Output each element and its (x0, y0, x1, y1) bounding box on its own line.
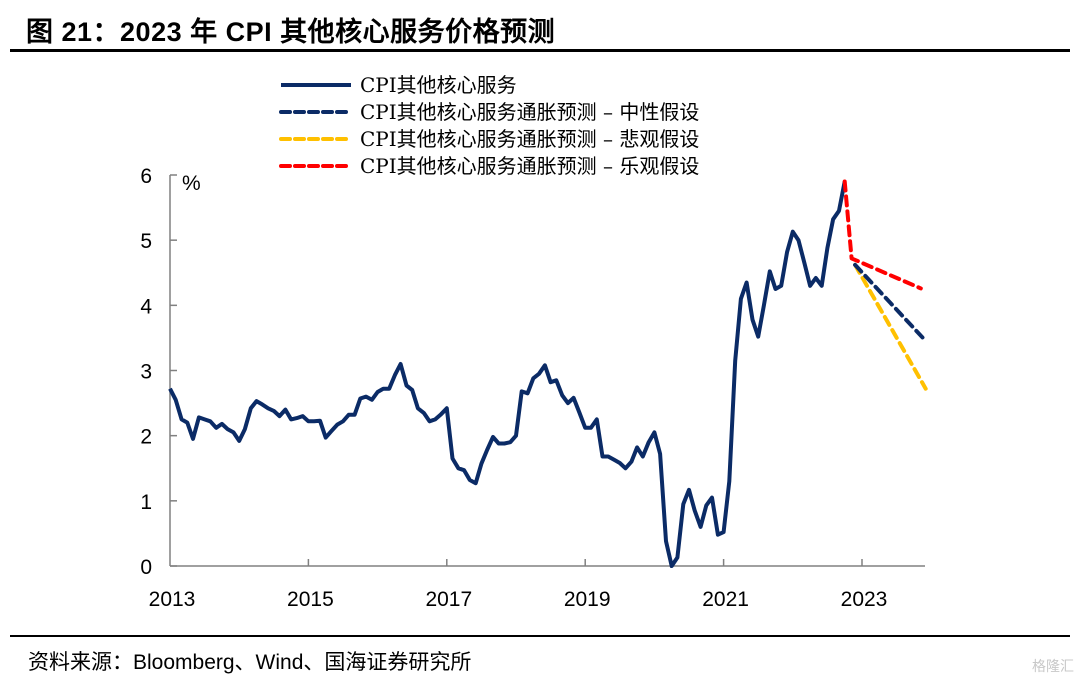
x-tick-label: 2019 (564, 588, 611, 611)
y-ticks: 0 1 2 3 4 5 6 (140, 165, 177, 579)
y-tick-label: 1 (140, 491, 152, 514)
y-tick-label: 6 (140, 165, 152, 188)
y-tick-label: 4 (140, 295, 152, 318)
series-line-1 (853, 262, 925, 340)
y-axis-unit-label: % (182, 172, 201, 195)
y-tick-label: 0 (140, 556, 152, 579)
x-tick-label: 2017 (425, 588, 472, 611)
footer-divider (10, 635, 1070, 637)
x-tick-label: 2023 (841, 588, 888, 611)
chart-title: 图 21：2023 年 CPI 其他核心服务价格预测 (26, 17, 556, 47)
legend-label-2: CPI其他核心服务通胀预测 – 悲观假设 (360, 127, 699, 151)
source-note: 资料来源：Bloomberg、Wind、国海证券研究所 (28, 651, 472, 674)
y-tick-label: 2 (140, 426, 152, 449)
watermark-logo: 格隆汇 (1032, 659, 1074, 675)
series-line-2 (853, 262, 928, 391)
series-line-3 (842, 179, 923, 291)
title-divider (10, 49, 1070, 52)
legend-label-3: CPI其他核心服务通胀预测 – 乐观假设 (360, 154, 699, 178)
y-tick-label: 5 (140, 230, 152, 253)
y-tick-label: 3 (140, 361, 152, 384)
series-group (168, 179, 928, 568)
x-tick-label: 2021 (702, 588, 749, 611)
legend-label-0: CPI其他核心服务 (360, 73, 517, 97)
x-tick-label: 2013 (149, 588, 196, 611)
legend-label-1: CPI其他核心服务通胀预测 – 中性假设 (360, 100, 699, 124)
legend: CPI其他核心服务 CPI其他核心服务通胀预测 – 中性假设 CPI其他核心服务通胀… (279, 73, 699, 178)
x-ticks: 2013 2015 2017 2019 2021 2023 (149, 559, 888, 611)
x-tick-label: 2015 (287, 588, 334, 611)
series-line-0 (168, 181, 847, 568)
